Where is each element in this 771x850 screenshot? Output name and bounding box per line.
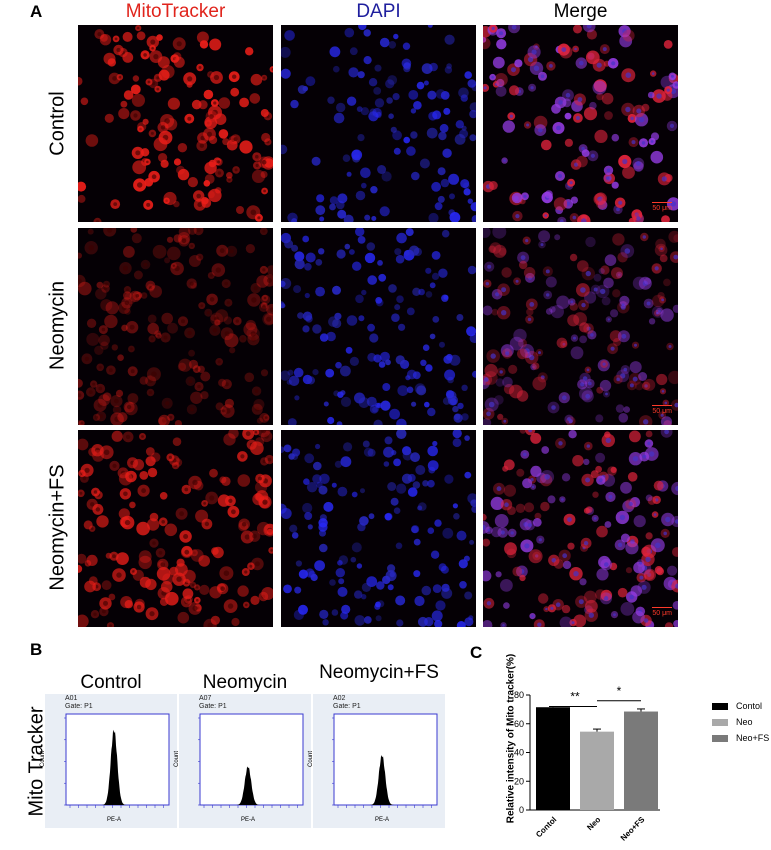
flow-meta: A02 Gate: P1	[333, 695, 361, 711]
gate-label: Gate: P1	[199, 703, 227, 710]
y-tick-label: 80	[514, 690, 524, 700]
bar-neo-fs	[624, 711, 658, 810]
flow-histogram: 0200400600800	[198, 713, 304, 808]
scale-bar: 50 μm	[652, 202, 672, 212]
flow-meta: A07 Gate: P1	[199, 695, 227, 711]
well-id: A07	[199, 695, 212, 702]
bar-neo	[580, 731, 614, 810]
micrograph-mito-control	[78, 25, 273, 222]
y-tick-label: 40	[514, 748, 524, 758]
bar-contol	[536, 707, 570, 810]
row-label-control: Control	[46, 91, 69, 156]
flow-meta: A01 Gate: P1	[65, 695, 93, 711]
legend-item-neo: Neo	[712, 717, 753, 727]
flow-x-label: PE-A	[107, 817, 122, 823]
micrograph-merge-neomycin: 50 μm	[483, 228, 678, 425]
legend-swatch-neo-fs	[712, 734, 728, 742]
flow-y-label: Count	[40, 750, 47, 768]
well-id: A01	[65, 695, 78, 702]
well-id: A02	[333, 695, 346, 702]
flow-peak	[368, 755, 396, 805]
flow-peak	[100, 729, 128, 805]
micrograph-mito-neomycin	[78, 228, 273, 425]
flow-y-label: Count	[308, 750, 315, 768]
column-header-dapi: DAPI	[356, 1, 401, 22]
y-tick-label: 60	[514, 719, 524, 729]
legend-item-control: Contol	[712, 701, 762, 711]
panel-b-letter: B	[30, 640, 43, 659]
flow-title: Neomycin	[202, 672, 288, 693]
row-label-neomycin: Neomycin	[46, 281, 69, 370]
scale-bar: 50 μm	[652, 405, 672, 415]
significance-label: **	[570, 690, 580, 704]
legend-label-neo: Neo	[736, 717, 753, 727]
column-header-merge: Merge	[553, 1, 608, 22]
legend-label-control: Contol	[736, 701, 763, 711]
micrograph-dapi-neomycin	[281, 228, 476, 425]
significance-label: *	[617, 684, 622, 698]
micrograph-merge-control: 50 μm	[483, 25, 678, 222]
flow-title: Neomycin+FS	[319, 662, 439, 683]
row-label-neomycin-fs: Neomycin+FS	[46, 464, 69, 591]
x-tick-label: Neo+FS	[619, 815, 647, 843]
panel-c-letter: C	[470, 643, 483, 662]
y-tick-label: 20	[514, 776, 524, 786]
micrograph-dapi-control	[281, 25, 476, 222]
legend-item-neo-fs: Neo+FS	[712, 733, 769, 743]
micrograph-merge-neomycin-fs: 50 μm	[483, 430, 678, 627]
column-header-mitotracker: MitoTracker	[125, 1, 226, 22]
y-tick-label: 0	[519, 805, 524, 815]
flow-peak	[234, 766, 262, 805]
flow-x-label: PE-A	[241, 817, 256, 823]
gate-label: Gate: P1	[333, 703, 361, 710]
legend-swatch-neo	[712, 718, 728, 726]
legend-label-neo-fs: Neo+FS	[736, 733, 770, 743]
scale-bar: 50 μm	[652, 607, 672, 617]
legend-swatch-control	[712, 702, 728, 710]
x-tick-label: Neo	[585, 815, 602, 832]
x-tick-label: Contol	[534, 815, 558, 839]
flow-title: Control	[80, 672, 142, 693]
gate-label: Gate: P1	[65, 703, 93, 710]
flow-histogram: 0200400600800	[332, 713, 438, 808]
micrograph-dapi-neomycin-fs	[281, 430, 476, 627]
panel-a-letter: A	[30, 2, 43, 21]
flow-histogram: 0200400600800	[64, 713, 170, 808]
micrograph-mito-neomycin-fs	[78, 430, 273, 627]
flow-y-label: Count	[174, 750, 181, 768]
flow-x-label: PE-A	[375, 817, 390, 823]
